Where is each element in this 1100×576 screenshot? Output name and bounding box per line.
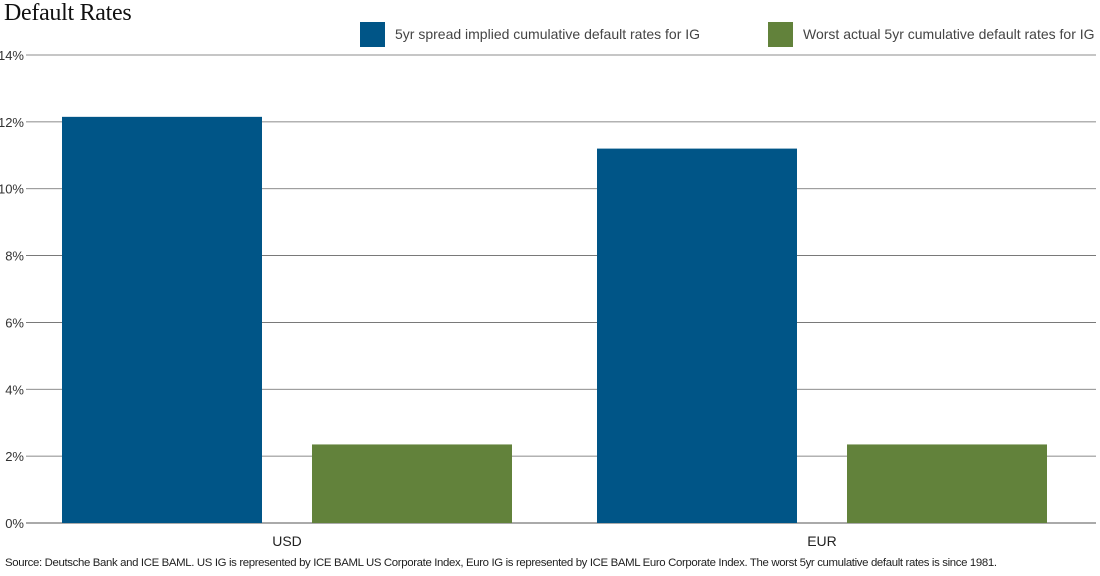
y-tick-label: 4% [5, 382, 24, 397]
source-note: Source: Deutsche Bank and ICE BAML. US I… [5, 557, 997, 569]
legend-swatch-actual [768, 21, 793, 47]
y-tick-label: 12% [0, 115, 24, 130]
y-tick-label: 6% [5, 315, 24, 330]
bar-eur-series-1 [847, 444, 1047, 523]
bar-usd-series-0 [62, 116, 262, 523]
legend-label-actual: Worst actual 5yr cumulative default rate… [803, 26, 1095, 42]
legend-label-implied: 5yr spread implied cumulative default ra… [395, 26, 701, 42]
y-tick-label: 10% [0, 182, 24, 197]
legend-swatch-implied [360, 21, 385, 47]
y-tick-label: 8% [5, 249, 24, 264]
bars [62, 116, 1047, 523]
bar-usd-series-1 [312, 444, 512, 523]
y-tick-label: 0% [5, 516, 24, 531]
y-tick-label: 2% [5, 449, 24, 464]
legend-item-actual: Worst actual 5yr cumulative default rate… [768, 21, 1095, 47]
legend: 5yr spread implied cumulative default ra… [0, 21, 1100, 47]
chart-title: Default Rates [4, 0, 132, 26]
legend-item-implied: 5yr spread implied cumulative default ra… [360, 21, 700, 47]
bar-eur-series-0 [597, 148, 797, 523]
axes: 0% 2% 4% 6% 8% 10% 12% 14% USD EUR [0, 48, 837, 549]
y-tick-label: 14% [0, 48, 24, 63]
x-category-label: USD [272, 533, 302, 549]
x-category-label: EUR [807, 533, 837, 549]
